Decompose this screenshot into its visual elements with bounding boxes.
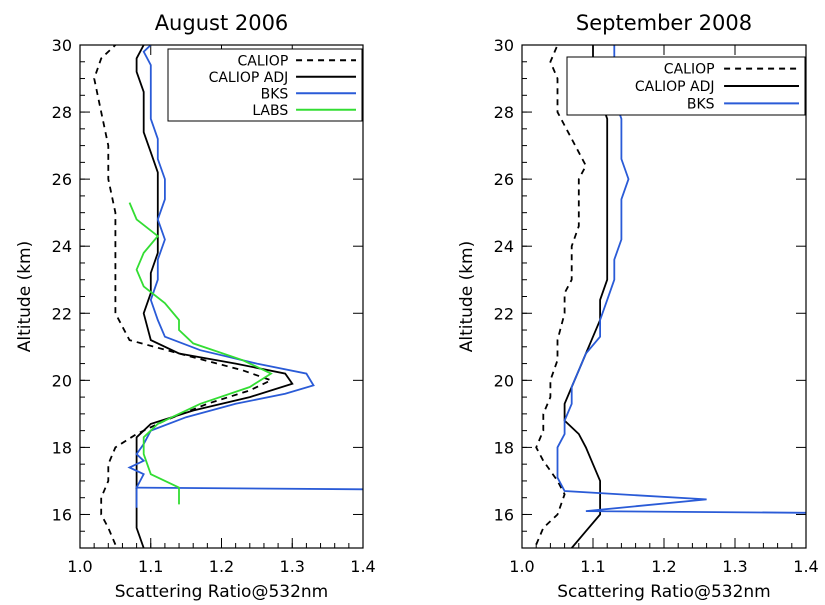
- chart-title: September 2008: [576, 11, 752, 35]
- x-tick-label: 1.2: [209, 557, 234, 576]
- legend-label: BKS: [261, 86, 289, 102]
- x-tick-label: 1.1: [580, 557, 605, 576]
- x-tick-label: 1.3: [722, 557, 747, 576]
- series-line-1: [135, 45, 294, 548]
- chart-title: August 2006: [155, 11, 289, 35]
- legend-label: CALIOP: [238, 53, 289, 69]
- legend-label: CALIOP ADJ: [635, 79, 715, 95]
- panel-september-2008: September 2008 Altitude (km) Scattering Ra…: [457, 11, 819, 602]
- y-tick-label: 24: [494, 237, 514, 256]
- y-tick-label: 20: [52, 371, 72, 390]
- y-tick-label: 24: [52, 237, 72, 256]
- x-tick-label: 1.0: [67, 557, 92, 576]
- y-tick-label: 26: [52, 170, 72, 189]
- legend-label: CALIOP ADJ: [209, 70, 289, 86]
- legend-label: LABS: [252, 103, 288, 119]
- x-tick-label: 1.1: [138, 557, 163, 576]
- series-line-2: [556, 45, 806, 514]
- y-tick-label: 18: [494, 438, 514, 457]
- y-tick-label: 18: [52, 438, 72, 457]
- y-tick-label: 16: [494, 505, 514, 524]
- legend-label: BKS: [687, 96, 715, 112]
- y-tick-label: 22: [494, 304, 514, 323]
- plot-frame: [521, 44, 807, 549]
- x-tick-label: 1.2: [651, 557, 676, 576]
- x-tick-label: 1.4: [793, 557, 818, 576]
- series-line-3: [128, 202, 273, 505]
- y-tick-label: 30: [52, 36, 72, 55]
- y-axis-label: Altitude (km): [457, 241, 477, 353]
- legend-label: CALIOP: [664, 62, 715, 78]
- series-line-1: [563, 45, 609, 548]
- y-tick-label: 20: [494, 371, 514, 390]
- panel-august-2006: August 2006 Altitude (km) Scattering Ratio…: [15, 11, 376, 602]
- x-axis-label: Scattering Ratio@532nm: [115, 582, 328, 602]
- y-tick-label: 30: [494, 36, 514, 55]
- plot-frame: [79, 44, 364, 549]
- series-line-0: [93, 45, 274, 545]
- series-line-2: [127, 45, 363, 508]
- y-tick-label: 28: [494, 103, 514, 122]
- y-axis-label: Altitude (km): [15, 241, 35, 353]
- x-tick-label: 1.4: [350, 557, 375, 576]
- x-tick-label: 1.3: [280, 557, 305, 576]
- y-tick-label: 26: [494, 170, 514, 189]
- y-tick-label: 22: [52, 304, 72, 323]
- x-tick-label: 1.0: [509, 557, 534, 576]
- series-line-0: [535, 45, 587, 545]
- y-tick-label: 16: [52, 505, 72, 524]
- y-tick-label: 28: [52, 103, 72, 122]
- x-axis-label: Scattering Ratio@532nm: [557, 582, 770, 602]
